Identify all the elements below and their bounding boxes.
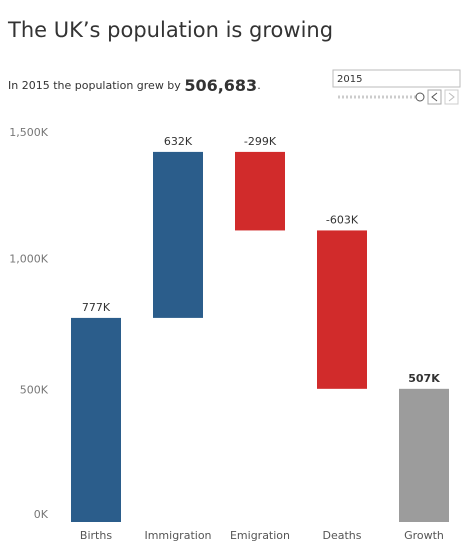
- bar: [235, 151, 285, 231]
- bar: [71, 317, 121, 522]
- x-tick-label: Immigration: [144, 529, 211, 542]
- year-dropdown-text: 2015: [337, 74, 362, 85]
- data-label: -603K: [326, 213, 359, 226]
- subtitle-text: In 2015 the population grew by: [8, 79, 181, 92]
- x-tick-label: Deaths: [323, 529, 362, 542]
- next-button[interactable]: [444, 89, 459, 105]
- bar: [153, 151, 203, 318]
- next-icon: [448, 92, 455, 102]
- data-label: 777K: [82, 301, 111, 314]
- x-tick-label: Growth: [404, 529, 444, 542]
- subtitle-text: .: [257, 79, 261, 92]
- subtitle-value: 506,683: [184, 76, 257, 95]
- prev-button[interactable]: [427, 89, 442, 105]
- prev-icon: [431, 92, 438, 102]
- y-tick-label: 500K: [20, 384, 49, 397]
- chart-title: The UK’s population is growing: [7, 18, 333, 42]
- bar: [399, 388, 449, 522]
- year-dropdown[interactable]: [332, 69, 461, 88]
- slider-handle[interactable]: [415, 92, 425, 102]
- x-tick-label: Births: [80, 529, 112, 542]
- x-tick-label: Emigration: [230, 529, 290, 542]
- data-label: 632K: [164, 135, 193, 148]
- data-label: 507K: [408, 372, 440, 385]
- y-tick-label: 1,500K: [9, 126, 48, 139]
- subtitle: In 2015 the population grew by 506,683.: [8, 76, 261, 95]
- y-tick-label: 0K: [34, 508, 49, 521]
- y-tick-label: 1,000K: [9, 252, 48, 265]
- data-label: -299K: [244, 135, 277, 148]
- bar: [317, 230, 367, 389]
